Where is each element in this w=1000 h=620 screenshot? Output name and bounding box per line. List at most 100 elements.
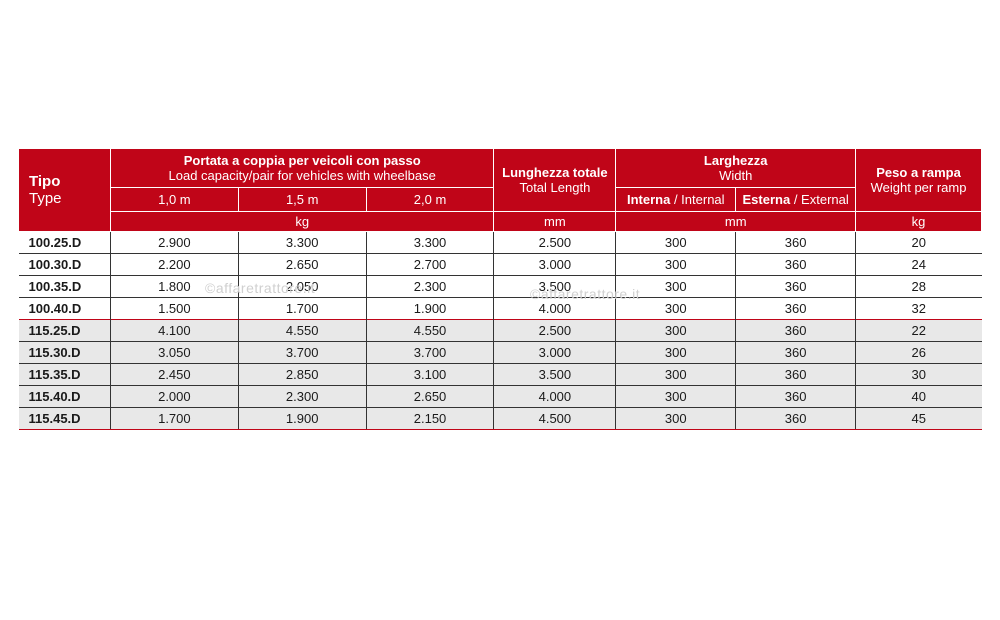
cell-weight: 40 [856, 386, 982, 408]
cell-length: 4.000 [494, 298, 616, 320]
cell-width-ext: 360 [736, 298, 856, 320]
cell-cap-1-5m: 2.650 [238, 254, 366, 276]
header-peso: Peso a rampa Weight per ramp [856, 149, 982, 212]
cell-cap-1-5m: 1.900 [238, 408, 366, 430]
cell-cap-2m: 2.700 [366, 254, 494, 276]
unit-mm-length: mm [494, 212, 616, 232]
header-col-1-5m: 1,5 m [238, 188, 366, 212]
header-tipo-bold: Tipo [29, 173, 60, 190]
table-row: 100.35.D1.8002.0502.3003.50030036028 [19, 276, 982, 298]
cell-tipo: 115.35.D [19, 364, 111, 386]
cell-tipo: 115.45.D [19, 408, 111, 430]
cell-cap-1m: 4.100 [110, 320, 238, 342]
cell-cap-1m: 2.450 [110, 364, 238, 386]
header-esterna: Esterna / External [736, 188, 856, 212]
cell-width-ext: 360 [736, 254, 856, 276]
cell-cap-1-5m: 3.300 [238, 232, 366, 254]
cell-weight: 45 [856, 408, 982, 430]
cell-cap-1-5m: 2.300 [238, 386, 366, 408]
header-esterna-bold: Esterna [743, 192, 791, 207]
cell-cap-1m: 2.200 [110, 254, 238, 276]
cell-cap-1m: 1.700 [110, 408, 238, 430]
cell-tipo: 115.40.D [19, 386, 111, 408]
cell-length: 3.500 [494, 364, 616, 386]
cell-tipo: 115.30.D [19, 342, 111, 364]
cell-tipo: 100.35.D [19, 276, 111, 298]
table-row: 115.40.D2.0002.3002.6504.00030036040 [19, 386, 982, 408]
cell-width-int: 300 [616, 386, 736, 408]
cell-cap-1m: 2.000 [110, 386, 238, 408]
header-lung-sub: Total Length [519, 180, 590, 195]
cell-cap-2m: 3.700 [366, 342, 494, 364]
unit-kg-weight: kg [856, 212, 982, 232]
table-container: Tipo Type Portata a coppia per veicoli c… [18, 148, 982, 430]
cell-width-ext: 360 [736, 276, 856, 298]
table-row: 115.45.D1.7001.9002.1504.50030036045 [19, 408, 982, 430]
table-row: 115.35.D2.4502.8503.1003.50030036030 [19, 364, 982, 386]
cell-length: 3.000 [494, 342, 616, 364]
table-header: Tipo Type Portata a coppia per veicoli c… [19, 149, 982, 232]
cell-weight: 32 [856, 298, 982, 320]
table-row: 115.25.D4.1004.5504.5502.50030036022 [19, 320, 982, 342]
cell-width-ext: 360 [736, 232, 856, 254]
cell-tipo: 100.40.D [19, 298, 111, 320]
header-lunghezza: Lunghezza totale Total Length [494, 149, 616, 212]
cell-width-int: 300 [616, 276, 736, 298]
cell-length: 3.500 [494, 276, 616, 298]
cell-weight: 28 [856, 276, 982, 298]
header-portata-sub: Load capacity/pair for vehicles with whe… [169, 168, 436, 183]
cell-width-int: 300 [616, 408, 736, 430]
table-row: 100.25.D2.9003.3003.3002.50030036020 [19, 232, 982, 254]
header-lung-bold: Lunghezza totale [502, 165, 607, 180]
cell-cap-1-5m: 1.700 [238, 298, 366, 320]
cell-cap-2m: 2.300 [366, 276, 494, 298]
header-larg-bold: Larghezza [704, 153, 768, 168]
cell-width-int: 300 [616, 254, 736, 276]
cell-width-ext: 360 [736, 364, 856, 386]
unit-kg: kg [110, 212, 493, 232]
cell-cap-1-5m: 2.050 [238, 276, 366, 298]
cell-length: 2.500 [494, 232, 616, 254]
cell-width-ext: 360 [736, 386, 856, 408]
cell-cap-2m: 2.150 [366, 408, 494, 430]
cell-cap-1-5m: 2.850 [238, 364, 366, 386]
header-larghezza: Larghezza Width [616, 149, 856, 188]
table-body: 100.25.D2.9003.3003.3002.50030036020100.… [19, 232, 982, 430]
header-portata-bold: Portata a coppia per veicoli con passo [184, 153, 421, 168]
header-peso-bold: Peso a rampa [876, 165, 961, 180]
cell-width-ext: 360 [736, 342, 856, 364]
cell-cap-2m: 4.550 [366, 320, 494, 342]
header-larg-sub: Width [719, 168, 752, 183]
cell-weight: 30 [856, 364, 982, 386]
cell-cap-1m: 1.800 [110, 276, 238, 298]
table-row: 115.30.D3.0503.7003.7003.00030036026 [19, 342, 982, 364]
cell-cap-2m: 1.900 [366, 298, 494, 320]
cell-tipo: 100.30.D [19, 254, 111, 276]
unit-mm-width: mm [616, 212, 856, 232]
cell-cap-2m: 2.650 [366, 386, 494, 408]
cell-width-int: 300 [616, 298, 736, 320]
cell-cap-1-5m: 4.550 [238, 320, 366, 342]
cell-tipo: 100.25.D [19, 232, 111, 254]
cell-width-int: 300 [616, 320, 736, 342]
table-row: 100.40.D1.5001.7001.9004.00030036032 [19, 298, 982, 320]
spec-table: Tipo Type Portata a coppia per veicoli c… [18, 148, 982, 430]
cell-tipo: 115.25.D [19, 320, 111, 342]
header-tipo-sub: Type [29, 190, 62, 207]
cell-weight: 24 [856, 254, 982, 276]
cell-weight: 22 [856, 320, 982, 342]
header-interna: Interna / Internal [616, 188, 736, 212]
cell-width-ext: 360 [736, 408, 856, 430]
header-interna-sub: / Internal [670, 192, 724, 207]
cell-cap-1m: 3.050 [110, 342, 238, 364]
cell-width-int: 300 [616, 364, 736, 386]
cell-cap-2m: 3.100 [366, 364, 494, 386]
cell-weight: 26 [856, 342, 982, 364]
header-col-1m: 1,0 m [110, 188, 238, 212]
header-interna-bold: Interna [627, 192, 670, 207]
header-tipo: Tipo Type [19, 149, 111, 232]
cell-width-int: 300 [616, 232, 736, 254]
cell-width-ext: 360 [736, 320, 856, 342]
cell-cap-1m: 2.900 [110, 232, 238, 254]
header-portata: Portata a coppia per veicoli con passo L… [110, 149, 493, 188]
